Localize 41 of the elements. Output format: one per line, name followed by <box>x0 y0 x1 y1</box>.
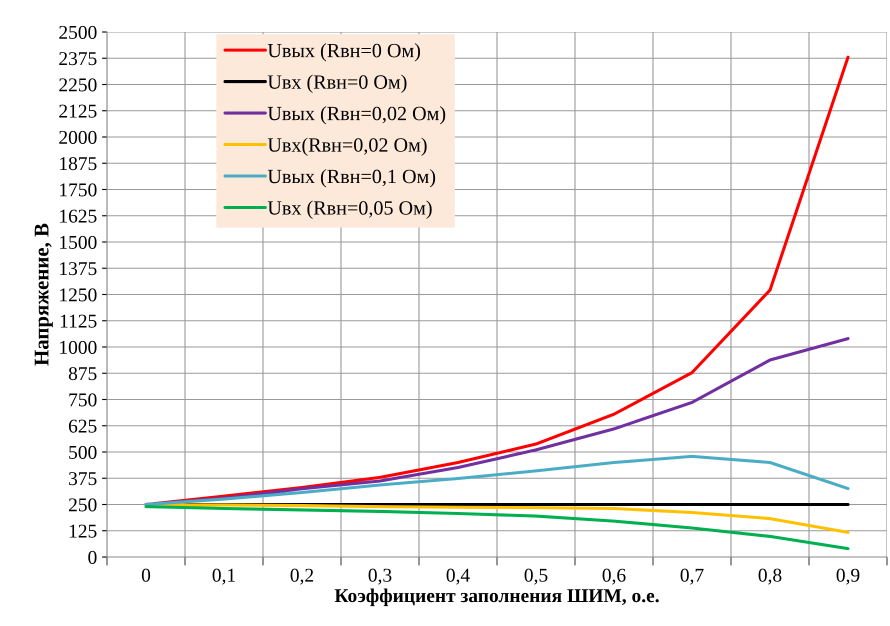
y-tick-label: 2250 <box>59 78 97 92</box>
x-tick-label: 0,3 <box>368 568 392 585</box>
legend-label: Uвх (Rвн=0 Ом) <box>268 74 406 93</box>
y-tick-label: 2000 <box>59 130 97 144</box>
legend-label: Uвх(Rвн=0,02 Ом) <box>268 138 427 156</box>
y-tick-label: 500 <box>69 446 97 459</box>
y-tick-label: 2125 <box>59 104 97 118</box>
y-tick-label: 750 <box>69 393 97 406</box>
line-series <box>144 454 850 506</box>
y-tick-label: 2375 <box>59 52 97 66</box>
y-tick-label: 375 <box>69 472 97 486</box>
y-tick-label: 875 <box>68 367 97 380</box>
y-tick-label: 2500 <box>59 26 97 39</box>
y-tick-label: 1000 <box>60 340 97 354</box>
y-tick-label: 1125 <box>60 314 97 328</box>
y-tick-label: 1500 <box>60 236 97 249</box>
y-tick-label: 0 <box>88 550 97 564</box>
legend-label: Uвх (Rвн=0,05 Ом) <box>268 200 432 219</box>
x-tick-label: 0,9 <box>836 568 860 585</box>
legend-label: Uвых (Rвн=0 Ом) <box>268 43 420 62</box>
x-tick-label: 0,7 <box>680 568 704 585</box>
y-axis-title: Напряжение, В <box>34 224 53 366</box>
y-tick-label: 625 <box>68 420 97 433</box>
x-tick-label: 0,5 <box>524 568 548 585</box>
x-tick-label: 0,4 <box>446 568 470 585</box>
legend-label: Uвых (Rвн=0,02 Ом) <box>268 106 446 124</box>
x-tick-label: 0,1 <box>212 568 235 585</box>
x-tick-label: 0 <box>142 568 150 582</box>
y-tick-label: 1250 <box>60 288 97 302</box>
x-tick-label: 0,6 <box>602 568 626 585</box>
legend-label: Uвых (Rвн=0,1 Ом) <box>268 169 436 188</box>
x-tick-label: 0,8 <box>758 568 782 585</box>
y-tick-label: 1375 <box>60 262 97 276</box>
y-tick-label: 1625 <box>60 210 97 223</box>
y-tick-label: 1875 <box>60 157 97 170</box>
y-tick-label: 125 <box>70 524 97 538</box>
y-tick-label: 250 <box>68 498 97 512</box>
x-tick-label: 0,2 <box>290 568 314 585</box>
y-tick-label: 1750 <box>60 183 97 196</box>
x-axis-title: Коэффициент заполнения ШИМ, о.е. <box>334 588 659 606</box>
line-series <box>144 505 850 550</box>
